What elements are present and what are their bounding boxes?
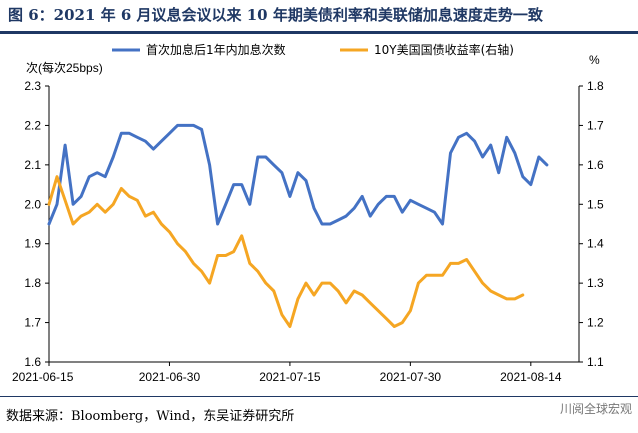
- left-tick-label: 2.3: [24, 79, 41, 93]
- right-tick-label: 1.7: [587, 118, 604, 132]
- left-tick-label: 2.1: [24, 158, 41, 172]
- left-tick-label: 1.9: [24, 237, 41, 251]
- left-tick-label: 2.0: [24, 197, 41, 211]
- series-line-2: [47, 175, 525, 328]
- right-tick-label: 1.4: [587, 237, 604, 251]
- right-axis-title: %: [589, 53, 600, 67]
- right-tick-label: 1.6: [587, 158, 604, 172]
- x-tick-label: 2021-07-30: [380, 370, 442, 384]
- x-tick-label: 2021-08-14: [500, 370, 562, 384]
- figure-title-bar: 图 6：2021 年 6 月议息会议以来 10 年期美债利率和美联储加息速度走势…: [0, 0, 638, 34]
- legend-label-2: 10Y美国国债收益率(右轴): [374, 42, 514, 57]
- watermark: 川阅全球宏观: [559, 402, 632, 416]
- left-tick-label: 2.2: [24, 118, 41, 132]
- left-axis-title: 次(每次25bps): [26, 60, 103, 75]
- x-tick-label: 2021-06-30: [139, 370, 201, 384]
- right-tick-label: 1.8: [587, 79, 604, 93]
- right-tick-label: 1.2: [587, 316, 604, 330]
- footer-divider: [0, 396, 638, 397]
- figure-title: 图 6：2021 年 6 月议息会议以来 10 年期美债利率和美联储加息速度走势…: [8, 6, 543, 24]
- right-tick-label: 1.5: [587, 197, 604, 211]
- data-source: 数据来源：Bloomberg，Wind，东吴证券研究所: [6, 409, 295, 424]
- left-tick-label: 1.6: [24, 355, 41, 369]
- x-tick-label: 2021-06-15: [12, 370, 74, 384]
- right-tick-label: 1.1: [587, 355, 604, 369]
- legend-label-1: 首次加息后1年内加息次数: [146, 42, 286, 57]
- left-tick-label: 1.7: [24, 316, 41, 330]
- right-tick-label: 1.3: [587, 276, 604, 290]
- line-chart: 1.6 1.7 1.8 1.9 2.0 2.1 2.2 2.3 1.1 1.2 1.3 1.4 1.5 1…: [12, 42, 604, 384]
- series-line-1: [47, 123, 549, 226]
- x-tick-label: 2021-07-15: [259, 370, 321, 384]
- left-tick-label: 1.8: [24, 276, 41, 290]
